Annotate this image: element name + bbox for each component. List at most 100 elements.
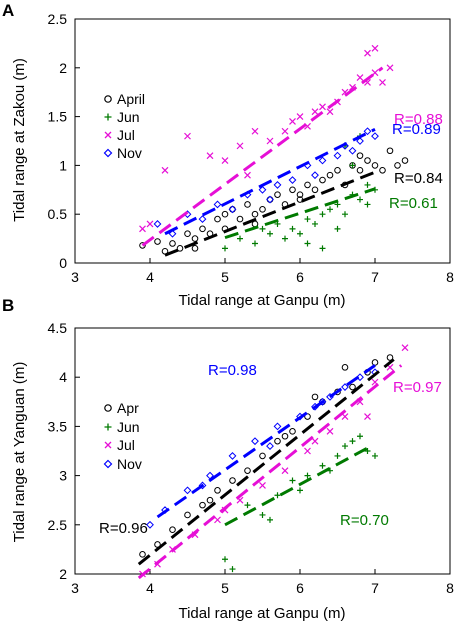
- point-b-apr-11: [304, 413, 311, 420]
- point-a-jul-18: [356, 74, 364, 81]
- x-tick-label-b-3: 6: [296, 580, 304, 596]
- point-b-nov-5: [251, 437, 259, 446]
- point-a-jul-22: [386, 64, 394, 72]
- point-b-apr-21: [206, 496, 214, 504]
- point-b-jul-4: [214, 516, 221, 524]
- fit-line-a-jun: [224, 187, 376, 240]
- r-label-b-nov: R=0.98: [208, 362, 257, 379]
- point-a-april-32: [386, 147, 394, 155]
- point-a-april-4: [176, 245, 184, 252]
- legend-item-jul: Jul: [104, 127, 135, 143]
- point-b-jul-14: [401, 344, 409, 352]
- legend-b: Apr Jun Jul Nov: [103, 400, 142, 472]
- x-tick-label-b-2: 5: [221, 580, 229, 596]
- point-a-jun-6: [282, 235, 288, 242]
- legend-item-apr: Apr: [104, 400, 139, 416]
- point-b-nov-14: [318, 397, 327, 406]
- point-b-apr-2: [169, 526, 176, 534]
- series-b-apr: [139, 354, 394, 558]
- point-a-jul-9: [281, 127, 289, 135]
- y-tick-label-a-5: 2.5: [48, 11, 68, 27]
- point-a-jul-14: [326, 108, 334, 116]
- point-a-jul-8: [266, 137, 274, 145]
- point-a-jun-7: [289, 225, 296, 232]
- point-b-apr-20: [281, 432, 289, 440]
- x-tick-label-b-1: 4: [146, 580, 154, 596]
- point-a-nov-12: [333, 151, 342, 160]
- point-b-jun-3: [259, 511, 266, 518]
- r-label-b-jul: R=0.97: [393, 379, 442, 396]
- point-a-april-21: [304, 181, 311, 189]
- point-a-jun-1: [237, 235, 243, 242]
- point-b-jun-10: [349, 438, 356, 445]
- point-a-jul-12: [311, 108, 319, 116]
- x-tick-label-b-0: 3: [71, 580, 79, 596]
- point-a-april-19: [289, 186, 296, 194]
- point-a-jul-24: [364, 49, 371, 57]
- point-b-jun-5: [289, 477, 296, 484]
- y-tick-label-b-4: 4: [59, 369, 67, 385]
- point-a-april-34: [401, 157, 409, 164]
- panel-letter-b: B: [2, 296, 14, 315]
- point-a-nov-19: [266, 195, 274, 204]
- point-a-jun-8: [297, 230, 303, 237]
- legend-a: April Jun Jul Nov: [103, 91, 145, 161]
- point-a-jul-26: [289, 118, 296, 125]
- point-b-apr-8: [259, 452, 266, 460]
- point-a-nov-0: [153, 220, 162, 228]
- point-a-april-22: [311, 186, 319, 194]
- point-b-jun-8: [334, 452, 341, 459]
- point-a-april-11: [229, 206, 236, 213]
- r-label-a-jul: R=0.88: [394, 111, 443, 128]
- point-a-jul-6: [236, 142, 244, 150]
- point-a-jul-0: [139, 225, 146, 233]
- point-b-jul-8: [304, 447, 311, 455]
- y-tick-label-a-3: 1.5: [48, 109, 68, 125]
- point-a-april-6: [191, 235, 199, 242]
- point-b-jul-7: [281, 467, 289, 475]
- point-a-nov-3: [198, 215, 207, 223]
- point-a-nov-11: [318, 156, 327, 165]
- point-a-nov-7: [258, 185, 267, 194]
- point-a-nov-8: [273, 181, 282, 189]
- point-a-april-16: [266, 196, 274, 203]
- point-a-nov-16: [363, 127, 372, 136]
- y-tick-label-b-3: 3.5: [48, 418, 68, 434]
- y-tick-label-b-5: 4.5: [48, 320, 68, 336]
- point-a-april-28: [356, 166, 364, 174]
- legend-marker-jul-b: [104, 441, 112, 449]
- legend-label-april: April: [117, 91, 145, 107]
- point-a-jul-25: [244, 171, 251, 179]
- point-a-jul-13: [319, 103, 326, 111]
- point-a-nov-4: [213, 200, 222, 209]
- point-b-jun-0: [222, 556, 228, 563]
- point-a-april-33: [394, 162, 401, 169]
- legend-label-jul-b: Jul: [117, 437, 135, 453]
- point-a-jun-4: [267, 230, 273, 237]
- x-tick-label-a-2: 5: [221, 269, 229, 285]
- point-a-jun-9: [304, 216, 311, 223]
- point-b-jul-9: [326, 427, 334, 435]
- point-b-nov-6: [273, 422, 282, 431]
- legend-item-jun: Jun: [104, 109, 140, 125]
- y-tick-label-b-0: 2: [59, 566, 67, 582]
- r-label-a-april: R=0.84: [394, 170, 443, 187]
- fit-line-a-april: [164, 170, 376, 257]
- point-b-nov-15: [198, 481, 207, 490]
- point-a-jul-21: [379, 79, 386, 86]
- point-a-april-20: [296, 191, 304, 198]
- fit-line-a-jul: [141, 66, 384, 247]
- point-b-jun-15: [297, 487, 303, 494]
- point-b-jul-10: [341, 413, 349, 420]
- point-b-nov-2: [183, 486, 192, 495]
- legend-marker-april: [104, 95, 112, 103]
- legend-item-nov-b: Nov: [103, 456, 142, 472]
- point-a-april-15: [259, 206, 266, 213]
- point-a-nov-14: [348, 146, 357, 155]
- point-b-jun-2: [244, 502, 251, 509]
- point-b-apr-9: [274, 437, 281, 445]
- x-axis-label-a: Tidal range at Ganpu (m): [178, 292, 345, 309]
- point-b-apr-18: [386, 354, 394, 361]
- fit-line-b-jul: [137, 364, 403, 580]
